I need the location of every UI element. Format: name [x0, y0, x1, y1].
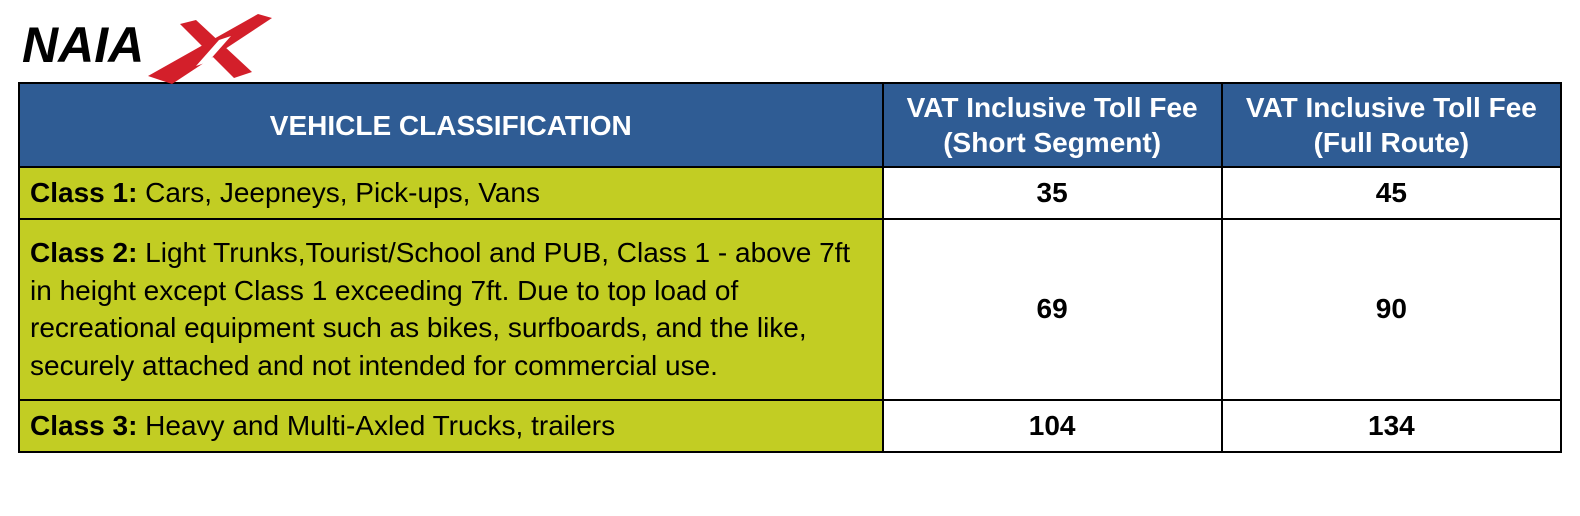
col-header-classification: VEHICLE CLASSIFICATION [19, 83, 883, 167]
class-label: Class 3: [30, 410, 137, 441]
fee-full-route: 134 [1222, 400, 1561, 452]
col-header-full-route: VAT Inclusive Toll Fee (Full Route) [1222, 83, 1561, 167]
table-row: Class 3: Heavy and Multi-Axled Trucks, t… [19, 400, 1561, 452]
col-header-short-segment: VAT Inclusive Toll Fee (Short Segment) [883, 83, 1222, 167]
fee-short-segment: 35 [883, 167, 1222, 219]
fee-full-route: 45 [1222, 167, 1561, 219]
fee-short-segment: 104 [883, 400, 1222, 452]
fee-short-segment: 69 [883, 219, 1222, 400]
class-label: Class 1: [30, 177, 137, 208]
naiax-logo: NAIA [22, 10, 282, 88]
class-description: Heavy and Multi-Axled Trucks, trailers [137, 410, 615, 441]
table-header-row: VEHICLE CLASSIFICATION VAT Inclusive Tol… [19, 83, 1561, 167]
logo-x-icon [148, 14, 272, 84]
class-cell: Class 3: Heavy and Multi-Axled Trucks, t… [19, 400, 883, 452]
class-description: Cars, Jeepneys, Pick-ups, Vans [137, 177, 540, 208]
logo-text: NAIA [22, 17, 144, 73]
class-cell: Class 1: Cars, Jeepneys, Pick-ups, Vans [19, 167, 883, 219]
page-container: NAIA VEHICLE CLASSIFICATION VAT Inclusiv… [0, 0, 1580, 471]
table-row: Class 1: Cars, Jeepneys, Pick-ups, Vans … [19, 167, 1561, 219]
class-description: Light Trunks,Tourist/School and PUB, Cla… [30, 237, 850, 381]
table-row: Class 2: Light Trunks,Tourist/School and… [19, 219, 1561, 400]
class-cell: Class 2: Light Trunks,Tourist/School and… [19, 219, 883, 400]
toll-fee-table: VEHICLE CLASSIFICATION VAT Inclusive Tol… [18, 82, 1562, 453]
fee-full-route: 90 [1222, 219, 1561, 400]
class-label: Class 2: [30, 237, 137, 268]
